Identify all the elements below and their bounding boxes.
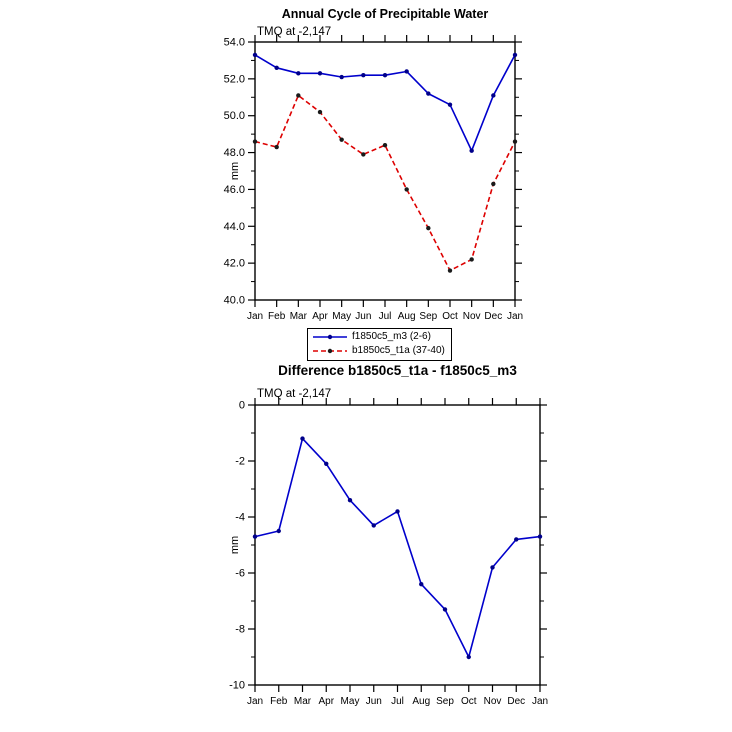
- svg-text:48.0: 48.0: [224, 147, 245, 159]
- svg-text:-8: -8: [235, 624, 245, 636]
- svg-text:46.0: 46.0: [224, 184, 245, 196]
- svg-text:-4: -4: [235, 512, 245, 524]
- legend-entry-label: f1850c5_m3 (2-6): [352, 331, 431, 342]
- svg-text:Oct: Oct: [442, 311, 458, 322]
- svg-text:Nov: Nov: [463, 311, 481, 322]
- chart1-title: Annual Cycle of Precipitable Water: [281, 7, 489, 21]
- svg-text:Apr: Apr: [312, 311, 328, 322]
- svg-text:Jul: Jul: [379, 311, 392, 322]
- chart1-ylabel: mm: [229, 161, 242, 181]
- svg-text:52.0: 52.0: [224, 73, 245, 85]
- legend-line-sample: [313, 348, 347, 354]
- svg-text:Jan: Jan: [507, 311, 523, 322]
- svg-text:-6: -6: [235, 568, 245, 580]
- svg-text:Jun: Jun: [355, 311, 371, 322]
- legend-entry: f1850c5_m3 (2-6): [312, 330, 445, 344]
- svg-text:Feb: Feb: [268, 311, 286, 322]
- svg-text:Apr: Apr: [318, 696, 334, 707]
- svg-text:Jan: Jan: [247, 311, 263, 322]
- svg-text:Jun: Jun: [366, 696, 382, 707]
- svg-text:Feb: Feb: [270, 696, 288, 707]
- svg-text:Aug: Aug: [398, 311, 416, 322]
- chart2-subtitle: TMQ at -2,147: [257, 388, 332, 400]
- svg-text:Jul: Jul: [391, 696, 404, 707]
- legend-entry: b1850c5_t1a (37-40): [312, 344, 445, 358]
- svg-text:50.0: 50.0: [224, 110, 245, 122]
- svg-text:Dec: Dec: [507, 696, 525, 707]
- svg-text:0: 0: [239, 400, 245, 412]
- chart2-title: Difference b1850c5_t1a - f1850c5_m3: [278, 363, 517, 378]
- svg-text:Sep: Sep: [436, 696, 454, 707]
- svg-text:May: May: [341, 696, 360, 707]
- legend-line-sample: [313, 334, 347, 340]
- svg-text:Mar: Mar: [294, 696, 312, 707]
- svg-text:44.0: 44.0: [224, 221, 245, 233]
- svg-text:Dec: Dec: [484, 311, 502, 322]
- svg-text:Jan: Jan: [532, 696, 548, 707]
- legend-entry-label: b1850c5_t1a (37-40): [352, 345, 445, 356]
- svg-text:-10: -10: [229, 680, 245, 692]
- svg-text:54.0: 54.0: [224, 37, 245, 49]
- svg-text:Oct: Oct: [461, 696, 477, 707]
- svg-text:40.0: 40.0: [224, 295, 245, 307]
- svg-text:-2: -2: [235, 456, 245, 468]
- svg-text:Aug: Aug: [412, 696, 430, 707]
- svg-text:May: May: [332, 311, 351, 322]
- legend: f1850c5_m3 (2-6) b1850c5_t1a (37-40): [307, 328, 452, 361]
- svg-text:Nov: Nov: [484, 696, 502, 707]
- chart2-ylabel: mm: [229, 535, 242, 555]
- svg-text:Mar: Mar: [290, 311, 308, 322]
- svg-text:42.0: 42.0: [224, 258, 245, 270]
- svg-text:Sep: Sep: [419, 311, 437, 322]
- chart1-subtitle: TMQ at -2,147: [257, 26, 332, 38]
- svg-text:Jan: Jan: [247, 696, 263, 707]
